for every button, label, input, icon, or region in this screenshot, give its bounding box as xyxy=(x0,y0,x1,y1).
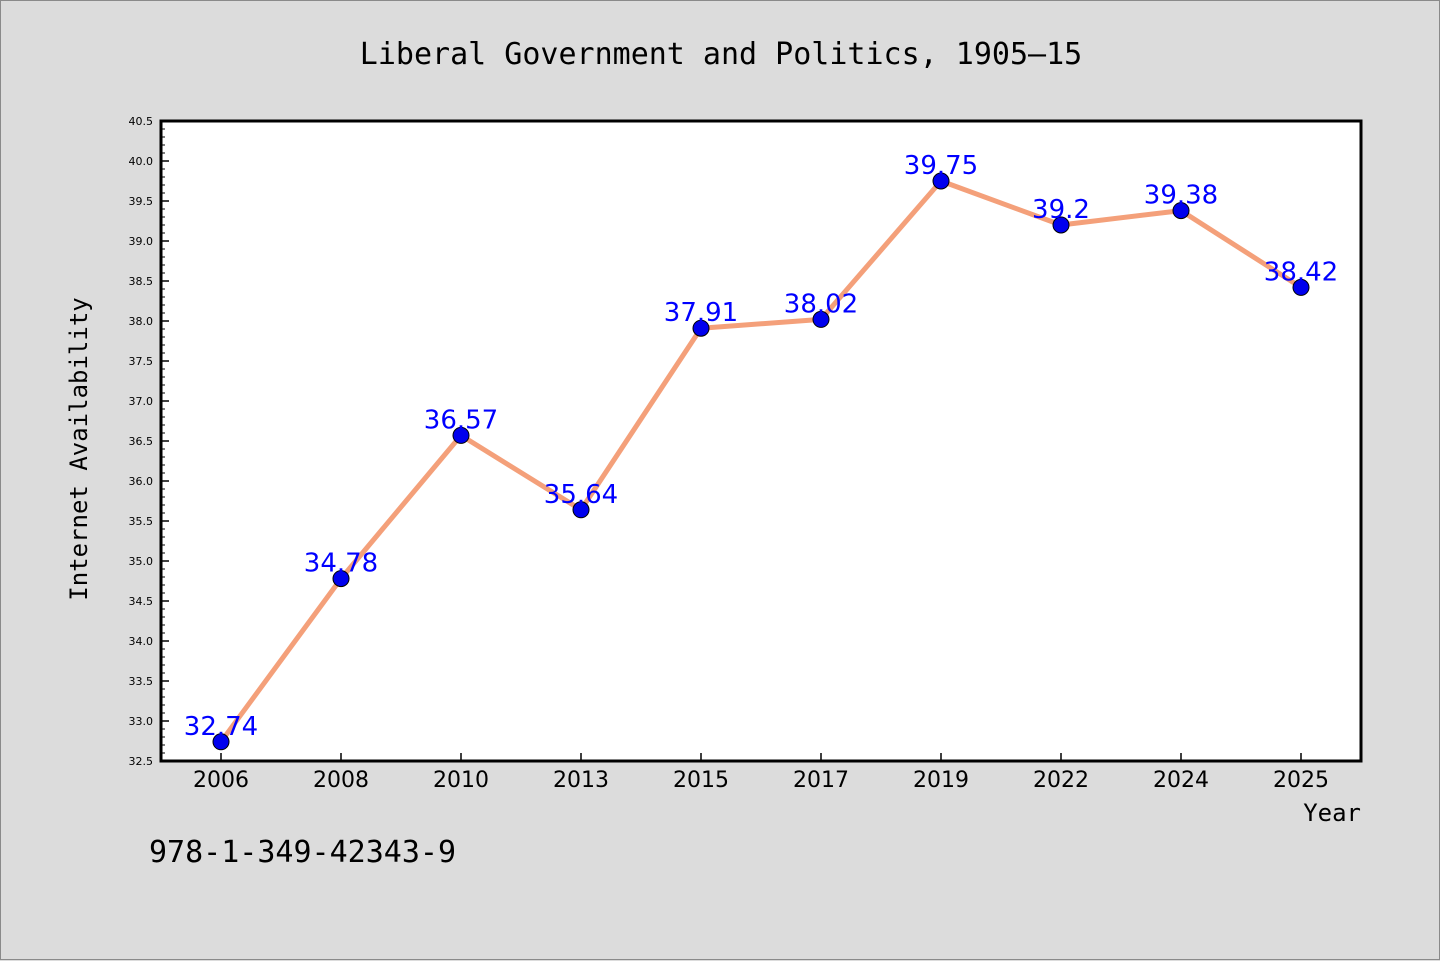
data-label: 38.42 xyxy=(1264,257,1338,287)
y-tick-label: 33.5 xyxy=(129,675,154,688)
data-point xyxy=(692,319,710,337)
data-label: 39.2 xyxy=(1032,195,1090,225)
data-point xyxy=(572,501,590,519)
x-axis-label: Year xyxy=(1303,799,1361,827)
series-layer: 32.74 34.78 36.57 35.64 37.91 38.02 39.75 39.2 3… xyxy=(184,151,1338,751)
data-label: 38.02 xyxy=(784,289,858,319)
y-axis-label: Internet Availability xyxy=(65,297,93,600)
data-label: 32.74 xyxy=(184,712,258,742)
x-tick-label: 2008 xyxy=(313,768,369,793)
data-label: 34.78 xyxy=(304,549,378,579)
data-point xyxy=(1052,216,1070,234)
data-label: 35.64 xyxy=(544,480,618,510)
x-tick-label: 2006 xyxy=(193,768,249,793)
y-tick-label: 36.5 xyxy=(129,435,154,448)
chart-title: Liberal Government and Politics, 1905–15 xyxy=(360,37,1082,72)
y-tick-label: 34.0 xyxy=(129,635,154,648)
data-point xyxy=(1292,278,1310,296)
x-axis: 2006 2008 2010 2013 2015 2017 2019 2022 2024 2025 xyxy=(193,753,1329,793)
y-tick-label: 33.0 xyxy=(129,715,154,728)
data-label: 39.75 xyxy=(904,151,978,181)
x-tick-label: 2013 xyxy=(553,768,609,793)
y-tick-label: 34.5 xyxy=(129,595,154,608)
y-tick-label: 36.0 xyxy=(129,475,154,488)
y-tick-label: 35.5 xyxy=(129,515,154,528)
data-label: 37.91 xyxy=(664,298,738,328)
x-tick-label: 2019 xyxy=(913,768,969,793)
y-tick-label: 40.5 xyxy=(129,115,154,128)
y-tick-label: 35.0 xyxy=(129,555,154,568)
x-tick-label: 2024 xyxy=(1153,768,1209,793)
data-label: 36.57 xyxy=(424,405,498,435)
data-point xyxy=(332,570,350,588)
y-tick-label: 38.0 xyxy=(129,315,154,328)
x-tick-label: 2022 xyxy=(1033,768,1089,793)
data-label: 39.38 xyxy=(1144,181,1218,211)
y-axis: 32.5 33.0 33.5 34.0 34.5 35.0 35.5 36.0 36.5 37.0… xyxy=(129,115,169,768)
plot-area xyxy=(159,119,1363,763)
y-tick-label: 39.0 xyxy=(129,235,154,248)
data-point xyxy=(1172,202,1190,220)
y-tick-label: 40.0 xyxy=(129,155,154,168)
data-point xyxy=(932,172,950,190)
x-tick-label: 2017 xyxy=(793,768,849,793)
data-point xyxy=(452,426,470,444)
x-tick-label: 2015 xyxy=(673,768,729,793)
y-tick-label: 38.5 xyxy=(129,275,154,288)
data-point xyxy=(812,310,830,328)
y-tick-label: 37.5 xyxy=(129,355,154,368)
series-line xyxy=(218,178,1304,745)
y-tick-label: 39.5 xyxy=(129,195,154,208)
y-tick-label: 37.0 xyxy=(129,395,154,408)
isbn-text: 978-1-349-42343-9 xyxy=(149,835,457,870)
y-tick-label: 32.5 xyxy=(129,755,154,768)
x-tick-label: 2025 xyxy=(1273,768,1329,793)
data-point xyxy=(212,733,230,751)
x-tick-label: 2010 xyxy=(433,768,489,793)
